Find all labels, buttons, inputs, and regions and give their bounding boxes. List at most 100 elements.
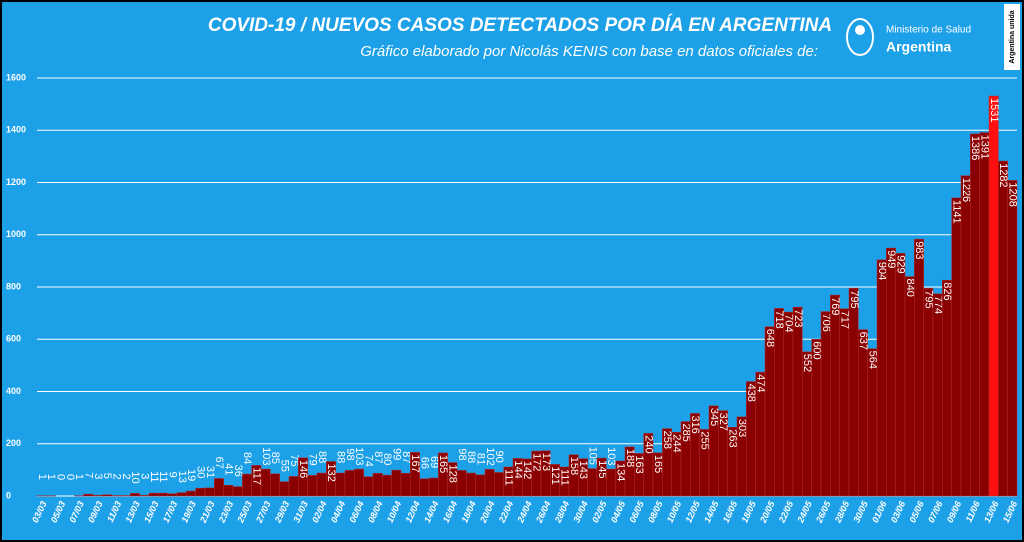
bar	[363, 476, 374, 497]
value-label: 167	[409, 454, 421, 472]
y-tick-label: 1600	[6, 72, 26, 82]
value-label: 88	[465, 451, 477, 463]
value-label: 87	[400, 451, 412, 463]
value-label: 103	[260, 447, 272, 465]
value-label: 74	[362, 455, 374, 467]
bar	[419, 478, 430, 497]
value-label: 258	[661, 431, 673, 449]
logo-sun	[855, 25, 865, 35]
value-label: 0	[64, 474, 76, 480]
bar	[120, 495, 131, 497]
bar	[400, 473, 411, 497]
value-label: 165	[437, 455, 449, 473]
value-label: 706	[820, 314, 832, 332]
value-label: 1	[73, 474, 85, 480]
value-label: 145	[596, 460, 608, 478]
value-label: 88	[334, 451, 346, 463]
bar	[130, 493, 140, 497]
value-label: 285	[680, 424, 692, 442]
bar	[372, 473, 383, 497]
value-label: 723	[792, 309, 804, 327]
value-label: 1	[36, 474, 48, 480]
bar	[195, 487, 206, 497]
value-label: 564	[866, 351, 878, 369]
bar	[960, 175, 971, 497]
bar	[951, 197, 962, 497]
value-label: 1531	[988, 98, 1000, 122]
value-label: 90	[493, 450, 505, 462]
value-label: 111	[558, 469, 570, 486]
value-label: 600	[810, 341, 822, 359]
bar	[970, 133, 980, 497]
value-label: 88	[316, 451, 328, 463]
value-label: 55	[278, 460, 290, 472]
value-label: 98	[344, 448, 356, 460]
bar	[260, 468, 271, 497]
bar	[494, 472, 504, 497]
value-label: 10	[129, 471, 141, 483]
bar	[176, 492, 187, 497]
bar	[242, 473, 252, 497]
value-label: 85	[269, 452, 281, 464]
bar	[344, 470, 355, 497]
value-label: 13	[176, 471, 188, 483]
bar	[279, 481, 290, 497]
logo-emblem	[846, 18, 874, 56]
value-label: 255	[698, 431, 710, 449]
bar	[867, 348, 878, 497]
y-tick-label: 800	[6, 281, 21, 291]
value-label: 66	[418, 457, 430, 469]
bar	[204, 487, 215, 497]
value-label: 718	[773, 310, 785, 328]
value-label: 188	[624, 449, 636, 467]
bar	[111, 495, 122, 497]
bar	[830, 294, 840, 497]
value-label: 929	[894, 255, 906, 273]
bar	[914, 238, 924, 497]
value-label: 717	[838, 311, 850, 329]
bar	[223, 485, 234, 497]
value-label: 143	[577, 461, 589, 479]
value-label: 173	[540, 453, 552, 471]
logo-badge: Argentina unida	[1009, 10, 1016, 63]
bar	[158, 492, 168, 497]
logo-country: Argentina	[886, 39, 952, 55]
value-label: 303	[736, 419, 748, 437]
bar	[214, 478, 224, 497]
value-label: 36	[232, 465, 244, 477]
value-label: 263	[726, 429, 738, 447]
bar	[102, 494, 112, 497]
bar	[92, 494, 103, 497]
value-label: 87	[372, 451, 384, 463]
value-label: 81	[474, 453, 486, 465]
bar	[998, 160, 1008, 497]
value-label: 41	[222, 463, 234, 475]
value-label: 31	[204, 466, 216, 478]
bar	[83, 493, 94, 497]
value-label: 840	[904, 279, 916, 297]
value-label: 826	[941, 282, 953, 300]
value-label: 121	[549, 466, 561, 484]
bar	[307, 475, 318, 497]
value-label: 102	[484, 447, 496, 465]
value-label: 474	[754, 374, 766, 392]
value-label: 438	[745, 384, 757, 402]
value-label: 99	[390, 448, 402, 460]
bar	[316, 472, 327, 497]
value-label: 3	[138, 473, 150, 479]
value-label: 774	[932, 296, 944, 314]
value-label: 327	[717, 413, 729, 431]
y-tick-label: 1400	[6, 125, 26, 135]
bar	[783, 311, 794, 497]
value-label: 67	[213, 456, 225, 468]
value-label: 1282	[997, 163, 1009, 187]
value-label: 75	[288, 454, 300, 466]
bar	[382, 474, 392, 497]
bar	[186, 490, 196, 497]
bar	[1007, 180, 1018, 497]
value-label: 128	[446, 465, 458, 483]
bar	[876, 259, 887, 497]
bar	[232, 486, 243, 497]
bar	[820, 311, 831, 497]
